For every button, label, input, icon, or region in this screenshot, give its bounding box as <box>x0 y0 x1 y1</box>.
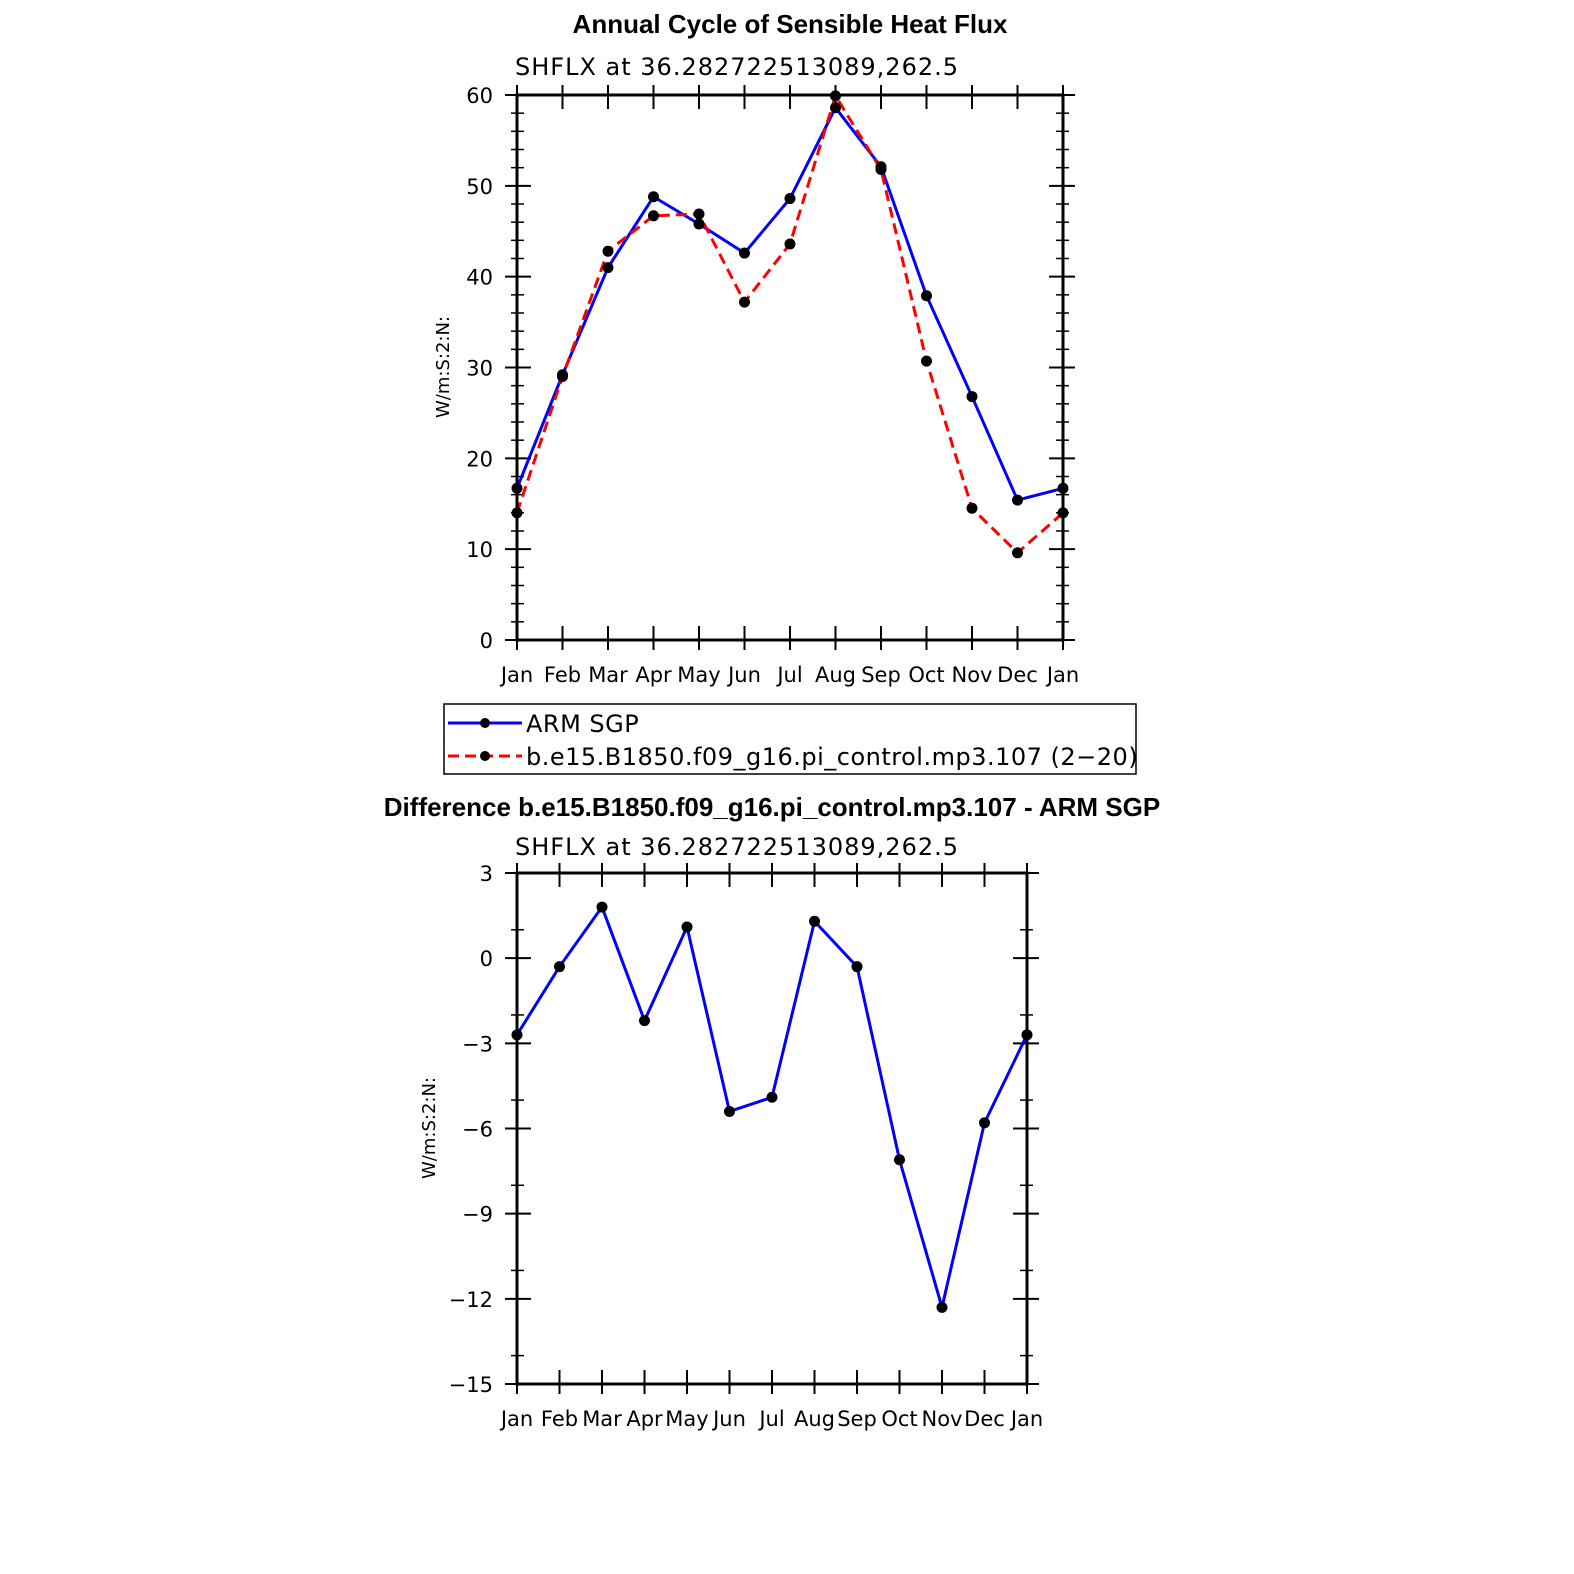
series-0-point <box>739 247 750 259</box>
x-tick-label: Feb <box>541 1407 578 1431</box>
x-tick-label: Mar <box>588 663 628 687</box>
chart2-ticks: Jan Feb Mar Apr May Jun Jul Aug Sep Oct Nov Dec Jan−… <box>449 862 1044 1431</box>
chart2-ylabel: W/m:S:2:N: <box>419 1077 440 1179</box>
x-tick-label: Nov <box>952 663 993 687</box>
series-1-point <box>739 296 750 308</box>
series-0-point <box>693 218 705 230</box>
chart2-title: Difference b.e15.B1850.f09_g16.pi_contro… <box>384 792 1160 822</box>
series-0-point <box>966 391 978 403</box>
chart1-frame <box>515 93 1065 642</box>
series-1-point <box>784 238 796 250</box>
legend-marker-model <box>480 751 490 761</box>
y-tick-label: 60 <box>466 84 493 108</box>
x-tick-label: Sep <box>837 1407 877 1431</box>
x-tick-label: Jan <box>499 1407 533 1431</box>
x-tick-label: Jan <box>1009 1407 1043 1431</box>
x-tick-label: Jun <box>726 663 761 687</box>
y-tick-label: 40 <box>466 266 493 290</box>
chart2-frame <box>515 871 1029 1386</box>
y-tick-label: 3 <box>480 862 493 886</box>
x-tick-label: May <box>665 1407 708 1431</box>
x-tick-label: Oct <box>881 1407 917 1431</box>
series-0-point <box>554 961 565 973</box>
x-tick-label: Jan <box>1045 663 1079 687</box>
x-tick-label: Jun <box>711 1407 746 1431</box>
series-0-point <box>596 901 608 913</box>
x-tick-label: Aug <box>794 1407 835 1431</box>
chart1-subtitle: SHFLX at 36.282722513089,262.5 <box>515 53 959 81</box>
x-tick-label: Dec <box>997 663 1038 687</box>
series-line-1 <box>515 92 1064 555</box>
x-tick-label: Feb <box>544 663 581 687</box>
y-tick-label: 30 <box>466 357 493 381</box>
legend-marker-arm <box>480 718 490 728</box>
series-0-point <box>724 1105 735 1117</box>
series-line-0 <box>515 104 1064 502</box>
x-tick-label: Oct <box>908 663 944 687</box>
series-0-point <box>766 1091 778 1103</box>
x-tick-label: Mar <box>582 1407 622 1431</box>
chart2-subtitle: SHFLX at 36.282722513089,262.5 <box>515 833 959 861</box>
series-0-point <box>784 193 796 205</box>
x-tick-label: Jul <box>757 1407 784 1431</box>
series-line-0 <box>515 903 1029 1314</box>
x-tick-label: Jul <box>775 663 802 687</box>
series-1-point <box>966 502 978 514</box>
series-1-point <box>602 245 614 257</box>
series-0-point <box>894 1154 905 1166</box>
x-tick-label: Apr <box>635 663 672 687</box>
y-tick-label: 0 <box>480 629 493 653</box>
x-tick-label: Jan <box>499 663 533 687</box>
series-0-point <box>648 191 659 203</box>
series-0-point <box>639 1015 650 1027</box>
series-0-point <box>681 921 693 933</box>
series-0-point <box>979 1117 990 1129</box>
series-0-point <box>936 1301 948 1313</box>
chart1-series <box>511 90 1069 559</box>
series-1-point <box>1012 547 1023 559</box>
series-1-point <box>648 210 659 222</box>
x-tick-label: May <box>677 663 720 687</box>
series-1-point <box>875 163 887 175</box>
series-0-point <box>602 262 614 274</box>
series-0-point <box>921 290 932 302</box>
series-0-point <box>851 961 863 973</box>
y-tick-label: −15 <box>449 1373 493 1397</box>
y-tick-label: −3 <box>462 1032 493 1056</box>
series-0-point <box>830 102 841 114</box>
legend-box <box>443 703 1137 775</box>
chart1-ticks: Jan Feb Mar Apr May Jun Jul Aug Sep Oct Nov Dec Jan0… <box>466 84 1079 687</box>
chart-difference: Difference b.e15.B1850.f09_g16.pi_contro… <box>384 792 1160 1431</box>
x-tick-label: Aug <box>815 663 856 687</box>
y-tick-label: 50 <box>466 175 493 199</box>
series-1-point <box>693 208 705 220</box>
chart-annual-cycle: Annual Cycle of Sensible Heat Flux SHFLX… <box>433 9 1138 775</box>
series-0-point <box>1012 494 1023 506</box>
y-tick-label: 10 <box>466 538 493 562</box>
y-tick-label: −6 <box>462 1118 493 1142</box>
chart2-series <box>511 901 1033 1314</box>
legend-label-arm: ARM SGP <box>526 710 639 738</box>
x-tick-label: Apr <box>626 1407 663 1431</box>
chart1-legend: ARM SGP b.e15.B1850.f09_g16.pi_control.m… <box>443 703 1138 775</box>
x-tick-label: Dec <box>964 1407 1005 1431</box>
y-tick-label: −12 <box>449 1288 493 1312</box>
y-tick-label: 20 <box>466 447 493 471</box>
x-tick-label: Sep <box>861 663 901 687</box>
y-tick-label: −9 <box>462 1203 493 1227</box>
legend-label-model: b.e15.B1850.f09_g16.pi_control.mp3.107 (… <box>526 743 1138 771</box>
y-tick-label: 0 <box>480 947 493 971</box>
series-1-point <box>921 355 932 367</box>
series-1-point <box>557 371 568 383</box>
chart1-title: Annual Cycle of Sensible Heat Flux <box>573 9 1008 39</box>
x-tick-label: Nov <box>922 1407 963 1431</box>
chart1-ylabel: W/m:S:2:N: <box>433 316 454 418</box>
series-0-point <box>809 915 820 927</box>
